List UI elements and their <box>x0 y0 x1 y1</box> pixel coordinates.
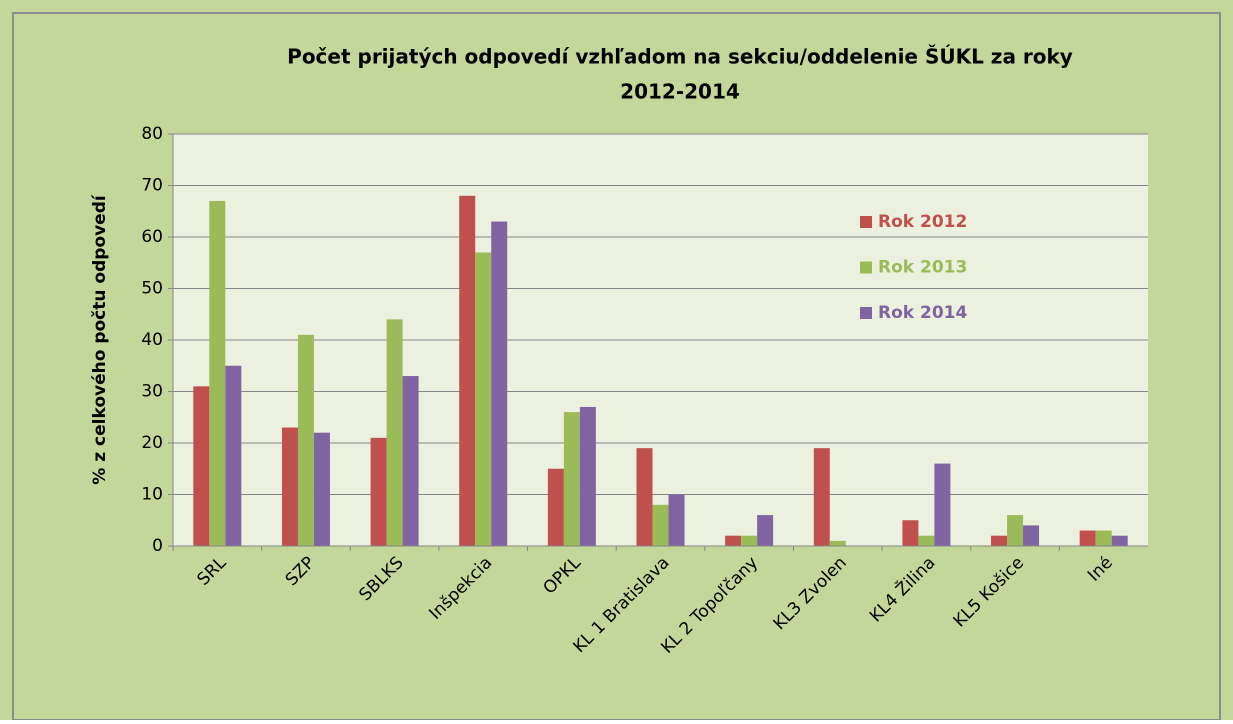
y-tick-label: 80 <box>141 124 163 144</box>
legend-swatch <box>860 261 872 274</box>
bar <box>475 252 492 546</box>
chart-title: Počet prijatých odpovedí vzhľadom na sek… <box>287 45 1073 69</box>
y-tick-label: 70 <box>141 176 163 196</box>
y-axis-label: % z celkového počtu odpovedí <box>90 194 110 485</box>
bar <box>829 540 846 546</box>
bar <box>547 468 564 546</box>
bar <box>725 535 742 546</box>
bar <box>741 535 758 546</box>
bar <box>459 195 476 547</box>
bar <box>491 221 508 547</box>
bar <box>668 494 685 546</box>
bar <box>370 437 387 546</box>
bar <box>1111 535 1128 546</box>
bar <box>934 463 951 546</box>
legend-label: Rok 2012 <box>878 212 967 232</box>
legend-label: Rok 2013 <box>878 258 967 278</box>
y-tick-label: 10 <box>141 485 163 505</box>
bar <box>313 432 330 546</box>
y-tick-label: 30 <box>141 382 163 402</box>
bar <box>386 319 403 546</box>
bar <box>1007 515 1024 546</box>
y-tick-label: 50 <box>141 279 163 299</box>
y-tick-label: 60 <box>141 227 163 247</box>
bar <box>225 365 242 546</box>
y-tick-label: 20 <box>141 433 163 453</box>
bar <box>636 448 653 546</box>
bar <box>297 334 314 546</box>
bar <box>918 535 935 546</box>
legend-swatch <box>860 216 872 228</box>
bar <box>1079 530 1096 546</box>
bar <box>209 200 226 546</box>
bar <box>757 515 774 546</box>
bar <box>1095 530 1112 546</box>
bar <box>991 535 1008 546</box>
bar <box>902 520 919 546</box>
legend-label: Rok 2014 <box>878 303 967 323</box>
chart-title: 2012-2014 <box>620 80 740 104</box>
y-tick-label: 40 <box>141 330 163 350</box>
bar <box>1023 525 1040 546</box>
bar <box>563 412 580 546</box>
legend-swatch <box>860 307 872 319</box>
bar <box>652 504 669 546</box>
bar <box>402 376 419 546</box>
bar <box>193 386 210 546</box>
bar <box>281 427 298 546</box>
bar <box>579 406 596 546</box>
y-tick-label: 0 <box>152 536 163 556</box>
bar <box>813 448 830 546</box>
